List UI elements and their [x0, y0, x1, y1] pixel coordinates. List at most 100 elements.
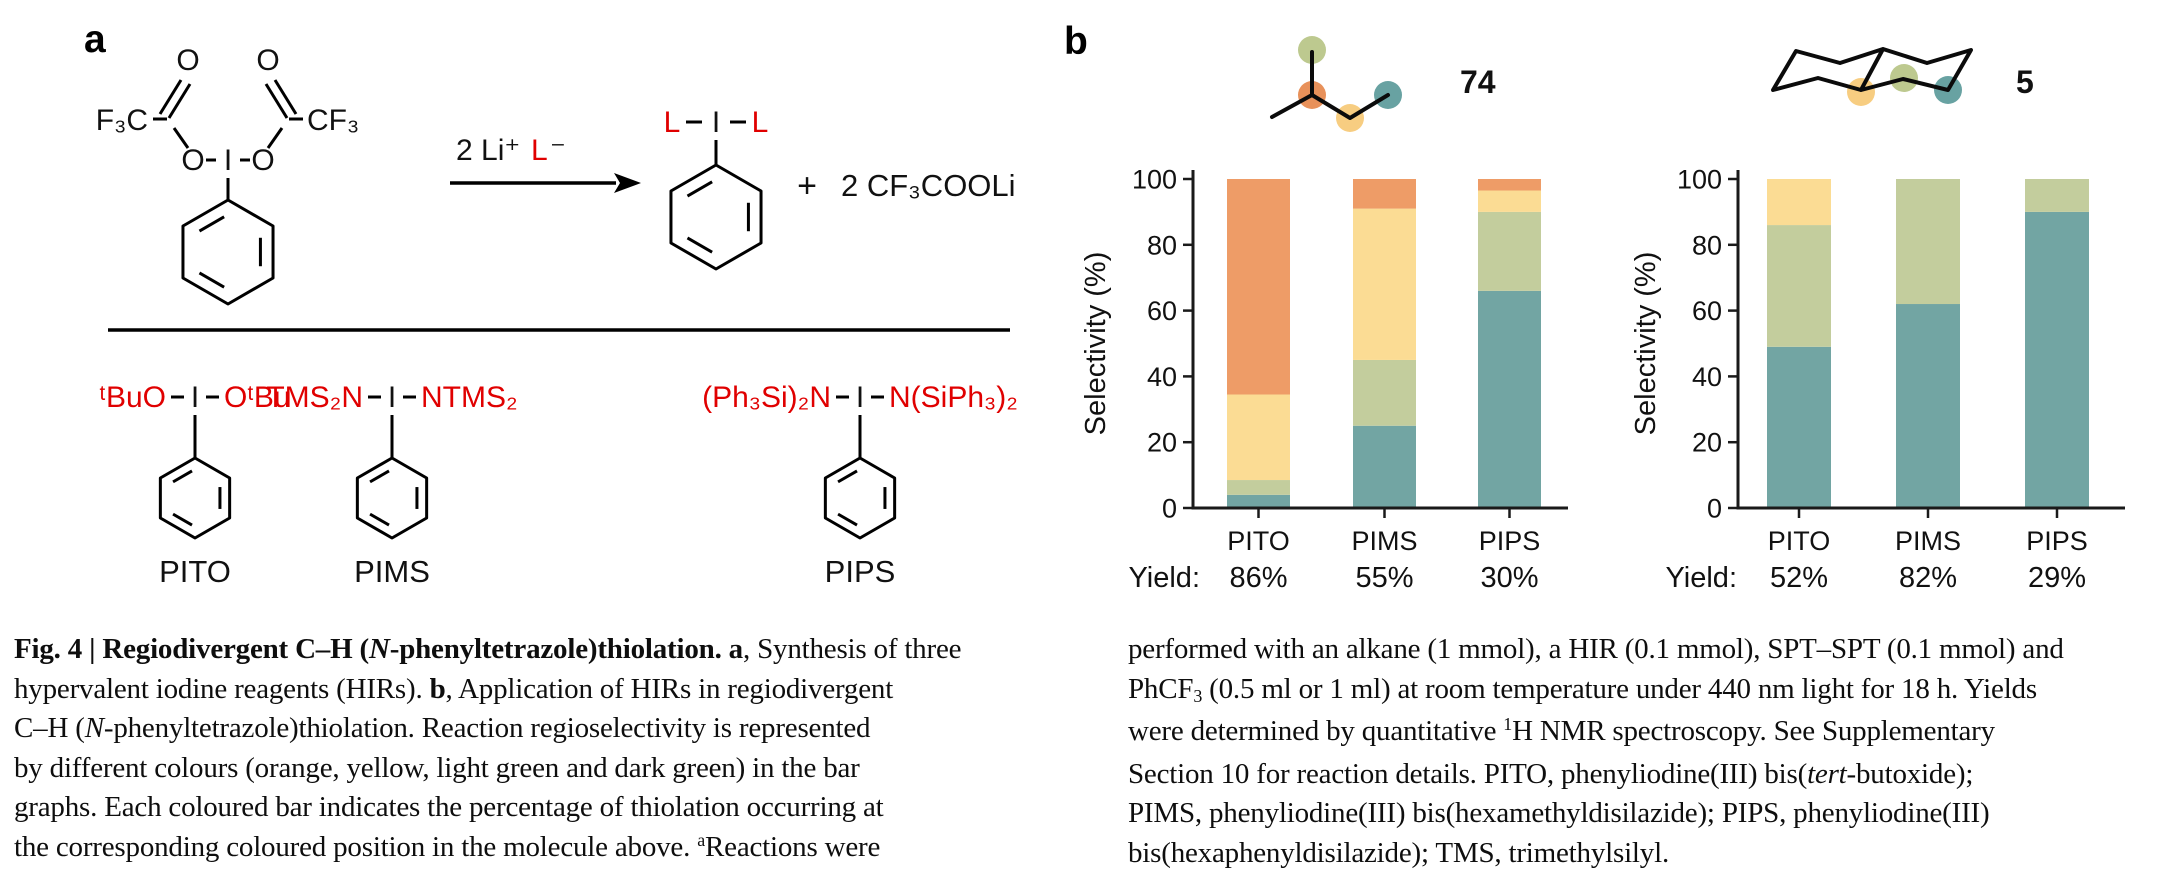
category-label: PIMS — [1895, 526, 1961, 556]
caption-line: graphs. Each coloured bar indicates the … — [14, 791, 884, 823]
double-bond — [369, 469, 390, 484]
double-bond — [198, 215, 225, 233]
caption-line: hypervalent iodine reagents (HIRs). b, A… — [14, 672, 894, 705]
yield-value: 30% — [1480, 562, 1538, 594]
bar-segment-light-green — [1227, 480, 1290, 495]
carbonyl-double-4 — [264, 83, 289, 119]
bar-chart: PITO 52% PIMS 82% PIPS 29% 0 20 40 60 80 100 Yield: S… — [1630, 165, 2125, 594]
caption-line: bis(hexaphenyldisilazide); TMS, trimethy… — [1128, 836, 1669, 869]
bond-c-esthero-right — [266, 127, 284, 149]
yield-label: Yield: — [1129, 562, 1200, 594]
benzene-ring — [158, 456, 232, 540]
iodine-label: I — [224, 144, 232, 177]
y-tick-label: 40 — [1147, 362, 1177, 392]
plus-sign: + — [797, 167, 817, 205]
carbonyl-o-left: O — [176, 44, 199, 77]
y-tick-label: 100 — [1132, 165, 1177, 195]
bar-segment-orange — [1353, 179, 1416, 209]
pips-ligand-left: (Ph₃Si)₂N — [702, 381, 831, 414]
pims-ligand-right: NTMS₂ — [421, 381, 518, 414]
carbonyl-double-1 — [158, 79, 183, 115]
product-iodine: I — [712, 106, 720, 139]
caption-right-column: performed with an alkane (1 mmol), a HIR… — [1128, 630, 2168, 873]
bar-chart: PITO 86% PIMS 55% PIPS 30% 0 20 40 60 80 100 Yield: S… — [1080, 165, 1568, 594]
caption-line: the corresponding coloured position in t… — [14, 829, 881, 863]
reaction-arrow: 2 Li⁺ L ⁻ — [450, 134, 641, 193]
cf3-label: CF₃ — [307, 104, 359, 137]
caption-line: Section 10 for reaction details. PITO, p… — [1128, 757, 1974, 790]
carbonyl-o-right: O — [256, 44, 279, 77]
ester-o-left: O — [181, 144, 204, 177]
bar-segment-orange — [1478, 179, 1541, 191]
yield-value: 29% — [2028, 562, 2086, 594]
category-label: PITO — [1768, 526, 1831, 556]
bar-segment-dark-green — [2025, 211, 2089, 508]
bond-c-esthero-left — [172, 127, 190, 149]
pito-ligand-left: ᵗBuO — [99, 381, 166, 414]
caption-line: PhCF3 (0.5 ml or 1 ml) at room temperatu… — [1128, 672, 2037, 706]
yield-value: 52% — [1770, 562, 1828, 594]
y-tick-label: 0 — [1707, 494, 1722, 524]
double-bond — [369, 512, 390, 527]
panel-a-schemes: F₃C O O I O O CF₃ 2 Li⁺ L ⁻ — [96, 44, 1018, 589]
double-bond — [686, 236, 713, 254]
bar-segment-light-green — [1767, 225, 1831, 347]
reactant-structure: F₃C O O I O O CF₃ — [96, 44, 359, 200]
caption-line: C–H (N-phenyltetrazole)thiolation. React… — [14, 712, 871, 744]
y-axis-title: Selectivity (%) — [1630, 252, 1662, 436]
selectivity-chart-isopentane: 74 PITO 86% PIMS 55% PIPS 30% 0 20 40 60 80 100 Yiel… — [1080, 36, 1568, 594]
bar-segment-yellow — [1227, 394, 1290, 481]
caption-line: PIMS, phenyliodine(III) bis(hexamethyldi… — [1128, 797, 1990, 829]
molecule-skeleton — [1771, 47, 1973, 92]
benzene-ring — [355, 456, 429, 540]
arrow-head — [614, 173, 641, 193]
benzene-ring — [823, 456, 897, 540]
selectivity-value-label: 5 — [2016, 64, 2034, 100]
ligand-right-label: L — [752, 106, 769, 139]
y-axis-title: Selectivity (%) — [1080, 252, 1112, 436]
y-tick-label: 100 — [1677, 165, 1722, 195]
caption-left-column: Fig. 4 | Regiodivergent C–H (N-phenyltet… — [14, 630, 1078, 870]
arrow-reagent-ligand: L — [531, 134, 548, 167]
benzene-ring — [181, 198, 275, 306]
y-tick-label: 80 — [1147, 230, 1177, 260]
bar-segment-dark-green — [1478, 290, 1541, 508]
reagent-pims: TMS₂N I NTMS₂ PIMS — [266, 381, 517, 589]
molecule-trans-decalin — [1771, 47, 1973, 106]
carbonyl-double-3 — [273, 79, 298, 115]
product-structure: L I L — [664, 106, 769, 165]
pims-ligand-left: TMS₂N — [266, 381, 363, 414]
bar-segment-light-green — [1896, 179, 1960, 305]
reagent-pips: (Ph₃Si)₂N I N(SiPh₃)₂ PIPS — [702, 381, 1018, 589]
f3c-label: F₃C — [96, 104, 148, 137]
molecule-skeleton — [1270, 50, 1390, 120]
panel-a-label: a — [84, 18, 106, 61]
molecule-2-methylbutane — [1270, 36, 1402, 132]
y-tick-label: 60 — [1147, 296, 1177, 326]
yield-value: 86% — [1229, 562, 1287, 594]
bar-segment-yellow — [1767, 179, 1831, 226]
yield-value: 82% — [1899, 562, 1957, 594]
double-bond — [837, 469, 858, 484]
pito-iodine: I — [191, 381, 199, 414]
pips-name: PIPS — [825, 554, 896, 589]
caption-line: performed with an alkane (1 mmol), a HIR… — [1128, 633, 2064, 665]
category-label: PIPS — [1479, 526, 1541, 556]
bar-segment-orange — [1227, 179, 1290, 395]
pips-ligand-right: N(SiPh₃)₂ — [889, 381, 1018, 414]
caption-line: by different colours (orange, yellow, li… — [14, 751, 860, 784]
double-bond — [686, 180, 713, 198]
category-label: PITO — [1227, 526, 1290, 556]
arrow-reagent-coeff: 2 Li⁺ — [456, 134, 520, 167]
byproduct-formula: + 2 CF₃COOLi — [797, 167, 1015, 205]
benzene-rings — [158, 163, 897, 540]
pito-name: PITO — [159, 554, 231, 589]
bar-segment-yellow — [1478, 190, 1541, 212]
pims-iodine: I — [388, 381, 396, 414]
bar-segment-light-green — [2025, 179, 2089, 212]
carbonyl-double-2 — [167, 83, 192, 119]
selectivity-value-label: 74 — [1460, 64, 1496, 100]
bar-segment-light-green — [1353, 359, 1416, 426]
arrow-reagent-minus: ⁻ — [550, 134, 566, 167]
